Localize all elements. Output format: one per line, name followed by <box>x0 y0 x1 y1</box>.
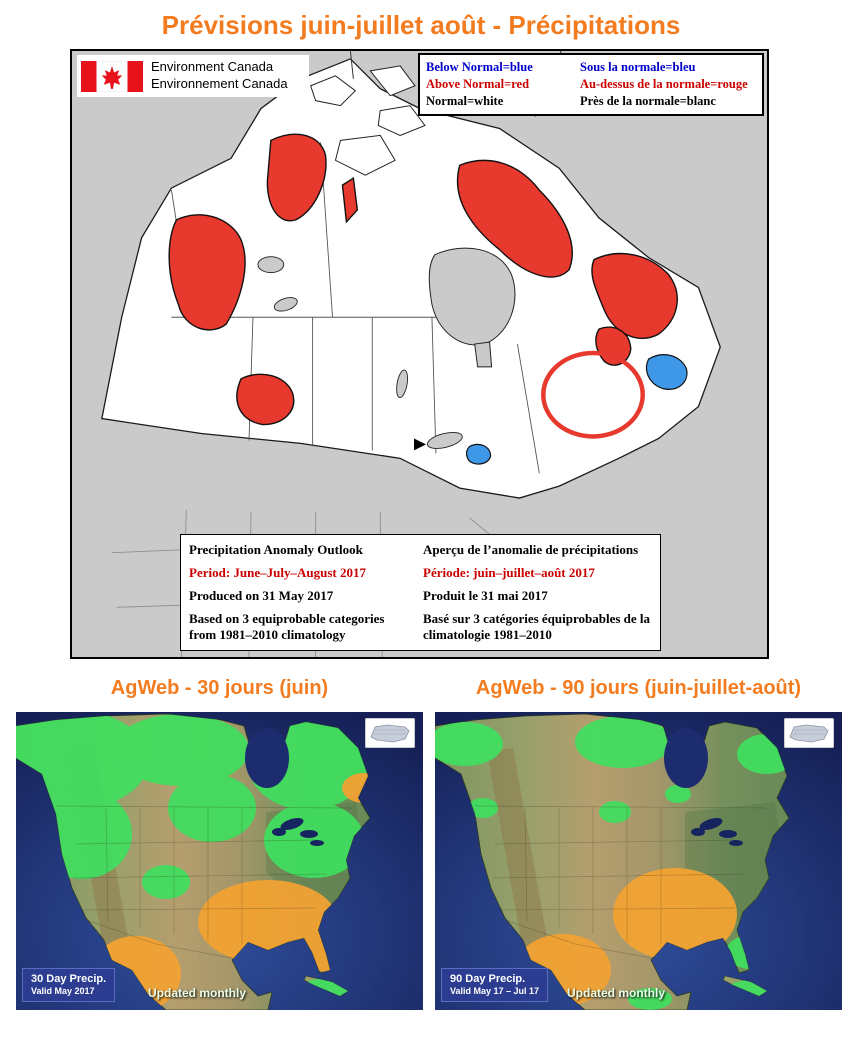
state-borders <box>474 805 772 959</box>
info-title-fr: Aperçu de l’anomalie de précipitations <box>423 542 639 557</box>
below-normal-blue-regions <box>466 354 688 465</box>
great-lakes <box>272 817 324 846</box>
hudson-bay <box>245 728 289 788</box>
below-normal-orange-areas <box>515 868 737 1006</box>
hudson-bay <box>664 728 708 788</box>
agweb-30day-map: 30 Day Precip. Valid May 2017 Updated mo… <box>16 712 423 1010</box>
above-normal-red-regions <box>168 133 678 426</box>
canada-flag-icon <box>81 60 143 92</box>
logo-line-en: Environment Canada <box>151 59 274 75</box>
badge-line1: 30 Day Precip. <box>31 973 107 986</box>
logo-line-fr: Environnement Canada <box>151 76 288 91</box>
badge-line2: Valid May 17 – Jul 17 <box>450 986 540 997</box>
legend-above-fr: Au-dessus de la normale=rouge <box>580 77 748 91</box>
canada-precip-anomaly-map: Environment Canada Environnement Canada … <box>70 49 769 659</box>
agweb-90day-title: AgWeb - 90 jours (juin-juillet-août) <box>475 677 802 699</box>
updated-monthly-label: Updated monthly <box>148 986 246 1000</box>
map-info-box: Precipitation Anomaly Outlook Aperçu de … <box>180 534 661 651</box>
legend-row-below-normal: Below Normal=blue Sous la normale=bleu <box>426 59 756 76</box>
info-climatology-en: Based on 3 equiprobable categories from … <box>189 611 385 642</box>
page-title: Prévisions juin-juillet août - Précipita… <box>161 10 681 40</box>
logo-text: Environment Canada Environnement Canada <box>151 59 288 93</box>
agweb-30day-graphic <box>16 712 423 1010</box>
us-map-inset-icon <box>784 718 834 748</box>
legend-below-fr: Sous la normale=bleu <box>580 60 696 74</box>
info-period-fr: Période: juin–juillet–août 2017 <box>423 565 595 580</box>
highlight-ellipse-annotation <box>541 350 645 439</box>
agweb-90day-map: 90 Day Precip. Valid May 17 – Jul 17 Upd… <box>435 712 842 1010</box>
info-produced-en: Produced on 31 May 2017 <box>189 588 334 603</box>
badge-line2: Valid May 2017 <box>31 986 95 997</box>
badge-line1: 90 Day Precip. <box>450 973 526 986</box>
agweb-90day-graphic <box>435 712 842 1010</box>
info-period-en: Period: June–July–August 2017 <box>189 565 366 580</box>
info-climatology-fr: Basé sur 3 catégories équiprobables de l… <box>423 611 651 642</box>
large-lakes <box>257 256 463 449</box>
info-title-en: Precipitation Anomaly Outlook <box>189 542 363 557</box>
great-lakes <box>691 817 743 846</box>
map-marker <box>414 438 426 451</box>
state-borders <box>55 805 353 959</box>
agweb-panel-30day: AgWeb - 30 jours (juin) <box>16 677 423 1010</box>
legend-row-above-normal: Above Normal=red Au-dessus de la normale… <box>426 76 756 93</box>
precip-badge-30day: 30 Day Precip. Valid May 2017 <box>22 968 116 1002</box>
us-map-inset-icon <box>365 718 415 748</box>
updated-monthly-label: Updated monthly <box>567 986 665 1000</box>
info-row-climatology: Based on 3 equiprobable categories from … <box>189 611 652 643</box>
agweb-maps-row: AgWeb - 30 jours (juin) <box>16 677 842 1010</box>
precip-badge-90day: 90 Day Precip. Valid May 17 – Jul 17 <box>441 968 549 1002</box>
info-produced-fr: Produit le 31 mai 2017 <box>423 588 548 603</box>
info-row-produced: Produced on 31 May 2017 Produit le 31 ma… <box>189 588 652 604</box>
info-row-title: Precipitation Anomaly Outlook Aperçu de … <box>189 542 652 558</box>
info-row-period: Period: June–July–August 2017 Période: j… <box>189 565 652 581</box>
james-bay <box>474 341 493 368</box>
legend-below-en: Below Normal=blue <box>426 60 533 74</box>
legend-normal-en: Normal=white <box>426 94 504 108</box>
environment-canada-logo: Environment Canada Environnement Canada <box>77 55 309 97</box>
legend-normal-fr: Près de la normale=blanc <box>580 94 716 108</box>
legend-above-en: Above Normal=red <box>426 77 530 91</box>
agweb-30day-title: AgWeb - 30 jours (juin) <box>110 677 329 699</box>
legend-row-normal: Normal=white Près de la normale=blanc <box>426 93 756 110</box>
map-legend: Below Normal=blue Sous la normale=bleu A… <box>418 53 764 116</box>
agweb-panel-90day: AgWeb - 90 jours (juin-juillet-août) <box>435 677 842 1010</box>
above-normal-green-areas <box>16 714 368 998</box>
